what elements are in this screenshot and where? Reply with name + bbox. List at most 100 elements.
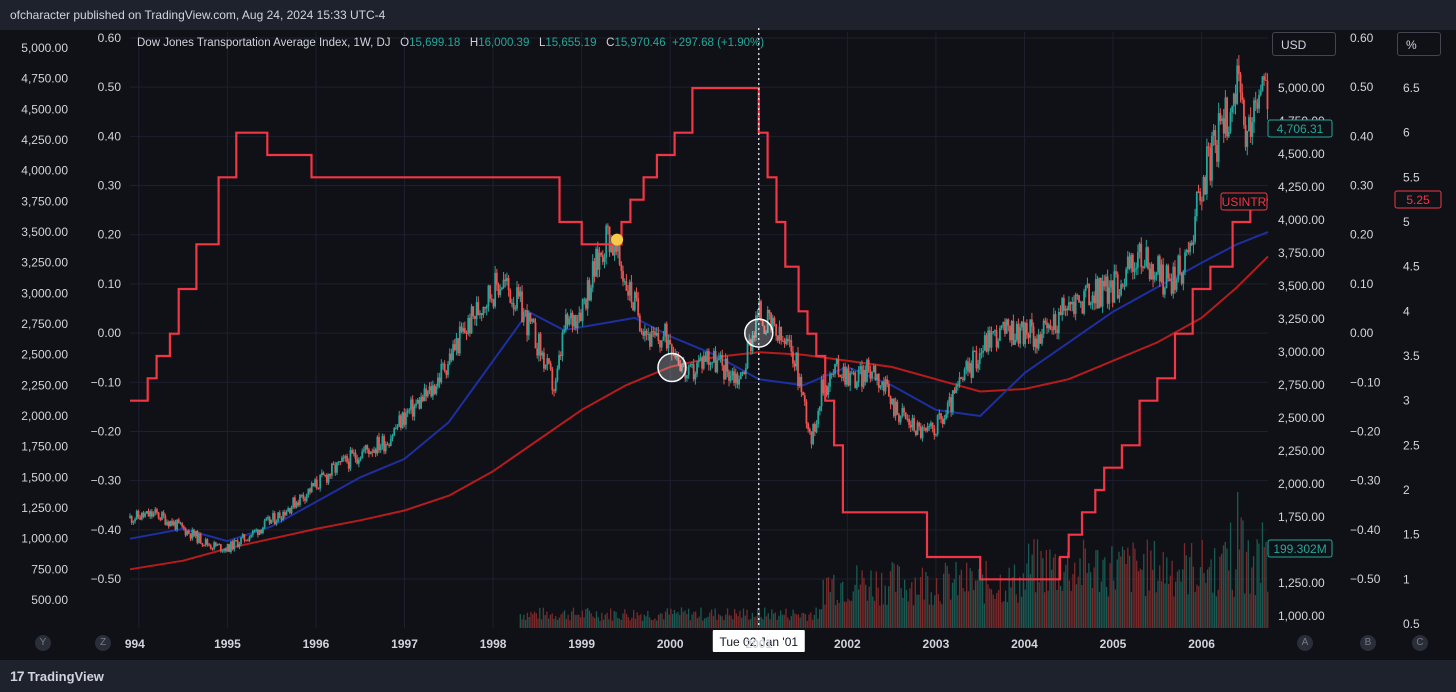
volume-bar	[969, 568, 971, 628]
far-left-tick: 2,000.00	[21, 409, 68, 423]
candle-body	[645, 330, 648, 335]
currency-button[interactable]: USD	[1272, 32, 1336, 56]
volume-bar	[1187, 594, 1189, 628]
volume-bar	[948, 573, 950, 628]
volume-bar	[1043, 592, 1046, 628]
candle-body	[879, 385, 882, 388]
candle-body	[543, 352, 545, 369]
percent-scale-button[interactable]: %	[1397, 32, 1441, 56]
candle-body	[1084, 285, 1087, 291]
candle-body	[391, 435, 394, 439]
candle-body	[903, 408, 905, 413]
volume-bar	[533, 611, 536, 628]
far-left-tick: 1,000.00	[21, 532, 68, 546]
candle-body	[721, 354, 724, 366]
candle-body	[773, 317, 776, 324]
candle-body	[435, 386, 438, 394]
volume-bar	[687, 608, 690, 628]
corner-y-button[interactable]: Y	[35, 635, 51, 651]
volume-bar	[1058, 557, 1060, 628]
candle-body	[1160, 264, 1163, 282]
volume-bar	[709, 612, 711, 628]
candle-body	[1226, 97, 1228, 137]
candle-body	[342, 457, 345, 459]
volume-bar	[721, 616, 723, 628]
candle-body	[628, 281, 631, 296]
candle-body	[251, 530, 254, 535]
volume-bar	[1139, 568, 1141, 628]
volume-bar	[967, 591, 970, 628]
volume-bar	[902, 597, 904, 628]
candle-body	[421, 396, 424, 402]
candle-body	[940, 413, 942, 420]
candle-body	[253, 530, 256, 532]
corner-z-button[interactable]: Z	[95, 635, 111, 651]
volume-bar	[1213, 548, 1216, 628]
volume-bar	[771, 609, 773, 628]
usintr-value-label: 5.25	[1406, 193, 1430, 207]
corner-b-button[interactable]: B	[1360, 635, 1376, 651]
chart-area[interactable]: Tue 02 Jan '01 5,000.00 4,750.00 4,500.00 4…	[0, 0, 1456, 660]
candle-body	[214, 542, 217, 546]
volume-bar	[854, 584, 856, 628]
candle-body	[655, 332, 658, 336]
candle-body	[884, 379, 887, 392]
candle-body	[1137, 252, 1139, 268]
candle-body	[956, 384, 959, 387]
candle-body	[995, 330, 998, 348]
right-price-tick: 3,500.00	[1278, 279, 1325, 293]
volume-bar	[935, 578, 938, 628]
candle-body	[499, 289, 502, 296]
candle-body	[812, 423, 815, 445]
volume-bar	[553, 618, 555, 628]
candle-body	[620, 264, 623, 272]
candle-body	[1179, 255, 1181, 274]
volume-bar	[955, 561, 957, 628]
candle-body	[420, 396, 422, 409]
candle-body	[793, 363, 796, 367]
volume-bar	[801, 613, 803, 628]
volume-bar	[1042, 558, 1044, 628]
volume-bar	[981, 574, 984, 628]
candle-body	[856, 382, 858, 389]
yellow-marker-dot	[611, 233, 624, 246]
candle-body	[962, 379, 964, 381]
volume-bar	[1114, 589, 1117, 628]
corner-c-button[interactable]: C	[1412, 635, 1428, 651]
volume-bar	[811, 619, 814, 628]
candle-body	[171, 520, 173, 526]
candle-body	[999, 327, 1001, 341]
volume-bar	[1033, 539, 1035, 628]
candle-body	[295, 502, 298, 508]
candle-body	[1157, 256, 1159, 273]
candle-body	[583, 299, 586, 301]
volume-bar	[769, 619, 771, 628]
far-left-tick: 2,500.00	[21, 348, 68, 362]
volume-bar	[1004, 590, 1007, 628]
candle-body	[891, 398, 894, 405]
candle-body	[430, 386, 433, 397]
candle-body	[914, 430, 917, 436]
volume-bar	[932, 604, 934, 628]
volume-bar	[1097, 550, 1099, 628]
right-osc-tick: −0.20	[1350, 424, 1381, 438]
volume-bar	[944, 562, 947, 628]
candle-body	[1041, 333, 1043, 344]
volume-bar	[679, 614, 681, 628]
volume-bar	[928, 604, 931, 628]
candle-body	[972, 350, 974, 378]
volume-bar	[1219, 556, 1221, 628]
corner-a-button[interactable]: A	[1297, 635, 1313, 651]
candle-body	[618, 240, 621, 265]
candle-body	[702, 355, 705, 369]
volume-bar	[755, 616, 757, 628]
volume-bar	[815, 607, 817, 628]
candle-body	[300, 494, 303, 496]
candle-body	[877, 373, 880, 388]
tradingview-logo[interactable]: 17 TradingView	[10, 668, 104, 684]
candle-body	[1244, 124, 1247, 147]
right-osc-tick: 0.10	[1350, 277, 1374, 291]
candle-body	[776, 335, 779, 341]
candle-body	[433, 385, 436, 394]
candle-body	[482, 306, 485, 315]
